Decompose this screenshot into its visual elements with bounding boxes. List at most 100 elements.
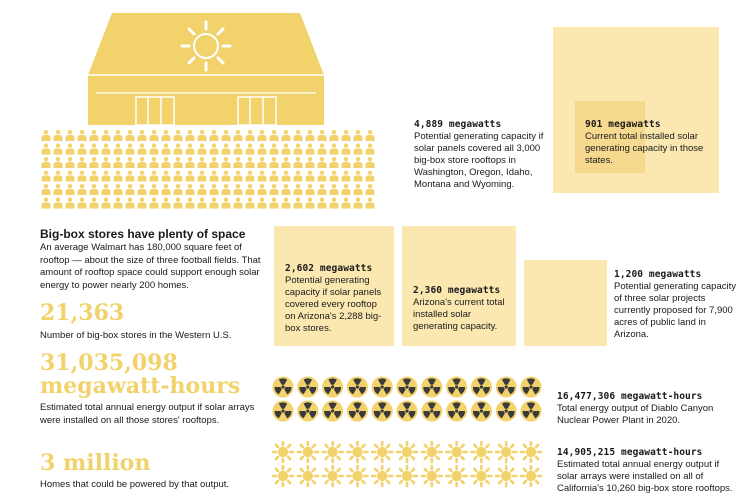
person-icon (101, 143, 111, 155)
radiation-icon (495, 376, 517, 398)
person-icon (41, 130, 51, 141)
radiation-icon (297, 376, 319, 398)
person-icon (245, 197, 255, 209)
sun-icon-grid (272, 441, 543, 488)
person-icon (161, 143, 171, 155)
person-icon (185, 184, 195, 195)
sun-icon (296, 464, 320, 488)
person-icon (233, 170, 243, 182)
person-icon (65, 130, 75, 141)
person-icon (365, 170, 375, 182)
sun-icon (395, 464, 419, 488)
arizona-proposed-value: 1,200 megawatts (614, 269, 702, 280)
person-icon (53, 130, 63, 141)
person-icon (185, 197, 195, 209)
sun-icon (519, 464, 543, 488)
person-icon (137, 157, 147, 168)
person-icon (161, 170, 171, 182)
person-icon (281, 143, 291, 155)
sun-icon (470, 441, 493, 464)
sun-icon (519, 441, 543, 464)
person-icon (269, 170, 279, 182)
person-icon (257, 184, 267, 195)
person-icon (197, 157, 207, 168)
person-icon (329, 197, 339, 209)
section-heading: Big-box stores have plenty of space (40, 227, 246, 241)
person-icon (185, 143, 195, 155)
person-icon (329, 184, 339, 195)
person-icon (341, 157, 351, 168)
person-icon (125, 143, 135, 155)
person-icon (209, 184, 219, 195)
diablo-value: 16,477,306 megawatt-hours (557, 391, 703, 402)
person-icon (353, 170, 363, 182)
arizona-proposed-box (524, 260, 607, 346)
person-icon (257, 143, 267, 155)
person-icon (197, 143, 207, 155)
person-icon (41, 157, 51, 168)
person-icon (293, 130, 303, 141)
person-icon (209, 197, 219, 209)
person-icon (77, 143, 87, 155)
radiation-icon (322, 376, 344, 398)
person-icon (293, 143, 303, 155)
sun-icon (494, 464, 518, 488)
section-body: An average Walmart has 180,000 square fe… (40, 242, 261, 291)
person-icon (77, 170, 87, 182)
person-icon (233, 197, 243, 209)
person-icon (41, 170, 51, 182)
sun-icon (346, 441, 369, 464)
person-icon (329, 157, 339, 168)
person-icon (77, 197, 87, 209)
store-building-icon (88, 13, 324, 125)
person-icon (245, 130, 255, 141)
person-icon (149, 170, 159, 182)
person-icon (305, 170, 315, 182)
person-icon (365, 184, 375, 195)
person-icon (173, 184, 183, 195)
person-icon (41, 184, 51, 195)
person-icon (197, 197, 207, 209)
stores-caption: Number of big-box stores in the Western … (40, 330, 232, 341)
radiation-icon (446, 400, 468, 422)
person-icon (77, 184, 87, 195)
sun-icon (420, 441, 444, 464)
person-icon (125, 170, 135, 182)
arizona-current-box (402, 226, 516, 346)
person-icon (293, 184, 303, 195)
sun-icon (321, 441, 344, 464)
person-icon (53, 157, 63, 168)
sun-icon (272, 441, 295, 464)
person-icon (185, 170, 195, 182)
diablo-label: 16,477,306 megawatt-hours Total energy o… (557, 391, 737, 427)
radiation-icon (371, 400, 393, 422)
person-icon (293, 157, 303, 168)
person-icon (125, 130, 135, 141)
person-icon (161, 197, 171, 209)
person-icon (341, 130, 351, 141)
radiation-icon (346, 400, 368, 422)
arizona-potential-label: 2,602 megawatts Potential generating cap… (285, 263, 390, 335)
person-icon (245, 170, 255, 182)
person-icon (317, 157, 327, 168)
person-icon (113, 157, 123, 168)
arizona-current-label: 2,360 megawatts Arizona's current total … (413, 285, 513, 333)
person-icon (89, 157, 99, 168)
person-icon (245, 157, 255, 168)
person-icon (341, 170, 351, 182)
radiation-icon (421, 400, 443, 422)
person-icon (173, 157, 183, 168)
person-icon (65, 170, 75, 182)
person-icon (353, 130, 363, 141)
person-icon (209, 157, 219, 168)
radiation-icon (446, 376, 468, 398)
arizona-potential-box (274, 226, 394, 346)
person-icon (233, 143, 243, 155)
arizona-potential-description: Potential generating capacity if solar p… (285, 275, 382, 334)
sun-icon (470, 464, 493, 488)
radiation-icon (297, 400, 319, 422)
homes-count: 3 million (40, 450, 151, 476)
person-icon (173, 130, 183, 141)
sun-icon (180, 20, 232, 72)
person-icon (245, 184, 255, 195)
